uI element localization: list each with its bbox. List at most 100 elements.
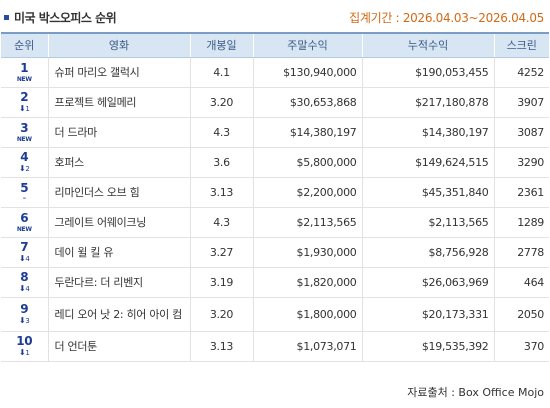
bullet-square-icon (4, 15, 9, 20)
weekend-gross-cell: $2,200,000 (252, 177, 362, 208)
screens-cell: 1289 (493, 207, 549, 238)
movie-title-cell[interactable]: 호퍼스 (47, 147, 190, 178)
release-date-cell: 4.3 (189, 117, 253, 148)
total-gross-cell: $14,380,197 (361, 117, 494, 148)
rank-cell: 2 ⬇1 (1, 87, 48, 118)
rank-cell: 5- (1, 177, 48, 208)
movie-title-cell[interactable]: 프로젝트 헤일메리 (47, 87, 190, 118)
source-credit: 자료출처 : Box Office Mojo (407, 386, 544, 399)
rank-change-new-badge: NEW (16, 225, 32, 233)
table-header-row: 순위 영화 개봉일 주말수익 누적수익 스크린 (1, 32, 549, 58)
table-row: 1 NEW 슈퍼 마리오 갤럭시 4.1 $130,940,000 $190,053,45… (1, 57, 549, 88)
movie-title-cell[interactable]: 데이 윌 킬 유 (47, 237, 190, 268)
rank-number: 2 (20, 90, 29, 104)
table-row: 6 NEW 그레이트 어웨이크닝 4.3 $2,113,565 $2,113,565 128… (1, 207, 549, 238)
rank-number: 3 (20, 120, 29, 135)
total-gross-cell: $190,053,455 (361, 57, 494, 88)
rank-number: 10 (16, 334, 33, 348)
rank-change-value: 1 (25, 105, 30, 113)
movie-title-cell[interactable]: 레디 오어 낫 2: 히어 아이 컴 (47, 297, 190, 332)
rank-change-value: 4 (25, 285, 30, 293)
screens-cell: 4252 (493, 57, 549, 88)
screens-cell: 370 (493, 331, 549, 362)
weekend-gross-cell: $30,653,868 (252, 87, 362, 118)
column-header-screens: 스크린 (493, 32, 549, 58)
arrow-down-icon: ⬇ (18, 164, 26, 173)
total-gross-cell: $8,756,928 (361, 237, 494, 268)
release-date-cell: 3.6 (189, 147, 253, 178)
weekend-gross-cell: $130,940,000 (252, 57, 362, 88)
table-row: 10 ⬇1 더 언더툰 3.13 $1,073,071 $19,535,392 370 (1, 331, 549, 362)
screens-cell: 3087 (493, 117, 549, 148)
rank-cell: 3 NEW (1, 117, 48, 148)
movie-title-cell[interactable]: 그레이트 어웨이크닝 (47, 207, 190, 238)
column-header-release: 개봉일 (189, 32, 253, 58)
table-row: 5- 리마인더스 오브 힘 3.13 $2,200,000 $45,351,840 236… (1, 177, 549, 208)
movie-title-cell[interactable]: 더 언더툰 (47, 331, 190, 362)
page-title: 미국 박스오피스 순위 (4, 9, 117, 26)
arrow-down-icon: ⬇ (18, 316, 26, 325)
release-date-cell: 3.19 (189, 267, 253, 298)
weekend-gross-cell: $5,800,000 (252, 147, 362, 178)
column-header-total: 누적수익 (361, 32, 494, 58)
total-gross-cell: $217,180,878 (361, 87, 494, 118)
table-row: 3 NEW 더 드라마 4.3 $14,380,197 $14,380,197 3087 (1, 117, 549, 148)
rank-change-value: 1 (25, 349, 30, 357)
rank-cell: 8 ⬇4 (1, 267, 48, 298)
screens-cell: 2361 (493, 177, 549, 208)
column-header-movie: 영화 (47, 32, 190, 58)
rank-change-new-badge: NEW (16, 135, 32, 143)
release-date-cell: 4.1 (189, 57, 253, 88)
movie-title-cell[interactable]: 더 드라마 (47, 117, 190, 148)
rank-cell: 7 ⬇4 (1, 237, 48, 268)
rank-change-value: 4 (25, 255, 30, 263)
rank-change-new-badge: NEW (16, 75, 32, 83)
table-row: 9 ⬇3 레디 오어 낫 2: 히어 아이 컴 3.20 $1,800,000 $20,1… (1, 297, 549, 332)
rank-cell: 9 ⬇3 (1, 297, 48, 332)
rank-cell: 4 ⬇2 (1, 147, 48, 178)
rank-change-value: 3 (25, 317, 30, 325)
rank-change-same: - (22, 193, 27, 204)
table-row: 4 ⬇2 호퍼스 3.6 $5,800,000 $149,624,515 3290 (1, 147, 549, 178)
weekend-gross-cell: $1,073,071 (252, 331, 362, 362)
release-date-cell: 3.27 (189, 237, 253, 268)
total-gross-cell: $2,113,565 (361, 207, 494, 238)
weekend-gross-cell: $1,930,000 (252, 237, 362, 268)
screens-cell: 3907 (493, 87, 549, 118)
weekend-gross-cell: $2,113,565 (252, 207, 362, 238)
weekend-gross-cell: $1,820,000 (252, 267, 362, 298)
screens-cell: 464 (493, 267, 549, 298)
header: 미국 박스오피스 순위 집계기간 : 2026.04.03~2026.04.05 (0, 0, 550, 32)
screens-cell: 2778 (493, 237, 549, 268)
arrow-down-icon: ⬇ (18, 348, 26, 357)
weekend-gross-cell: $1,800,000 (252, 297, 362, 332)
rank-number: 6 (20, 210, 29, 225)
rank-number: 4 (20, 150, 29, 164)
rank-number: 7 (20, 240, 29, 254)
table-row: 2 ⬇1 프로젝트 헤일메리 3.20 $30,653,868 $217,180,878 3… (1, 87, 549, 118)
table-row: 7 ⬇4 데이 윌 킬 유 3.27 $1,930,000 $8,756,928 2778 (1, 237, 549, 268)
release-date-cell: 3.13 (189, 177, 253, 208)
column-header-weekend: 주말수익 (252, 32, 362, 58)
total-gross-cell: $20,173,331 (361, 297, 494, 332)
movie-title-cell[interactable]: 두란다르: 더 리벤지 (47, 267, 190, 298)
period-label: 집계기간 : 2026.04.03~2026.04.05 (349, 11, 544, 25)
rank-cell: 10 ⬇1 (1, 331, 48, 362)
total-gross-cell: $149,624,515 (361, 147, 494, 178)
rank-number: 9 (20, 302, 29, 316)
weekend-gross-cell: $14,380,197 (252, 117, 362, 148)
rank-number: 8 (20, 270, 29, 284)
movie-title-cell[interactable]: 슈퍼 마리오 갤럭시 (47, 57, 190, 88)
total-gross-cell: $26,063,969 (361, 267, 494, 298)
page-title-text: 미국 박스오피스 순위 (14, 11, 117, 25)
arrow-down-icon: ⬇ (18, 254, 26, 263)
rank-change-value: 2 (25, 165, 30, 173)
movie-title-cell[interactable]: 리마인더스 오브 힘 (47, 177, 190, 208)
release-date-cell: 3.13 (189, 331, 253, 362)
arrow-down-icon: ⬇ (18, 104, 26, 113)
rank-cell: 6 NEW (1, 207, 48, 238)
rank-cell: 1 NEW (1, 57, 48, 88)
rank-number: 1 (20, 60, 29, 75)
arrow-down-icon: ⬇ (18, 284, 26, 293)
screens-cell: 3290 (493, 147, 549, 178)
